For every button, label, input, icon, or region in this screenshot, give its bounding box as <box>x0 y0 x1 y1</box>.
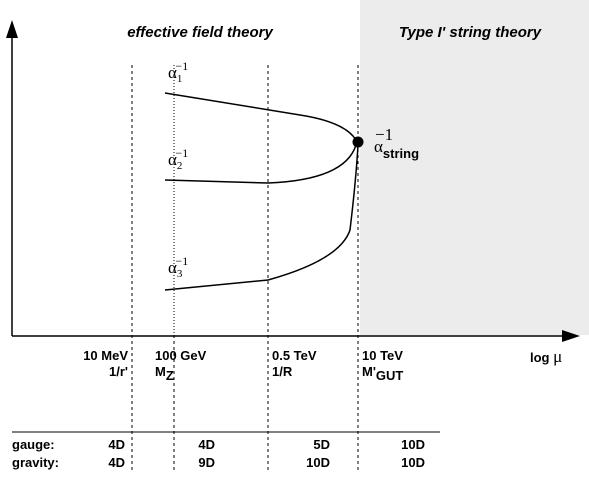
scale-label: 1/r' <box>109 364 128 379</box>
unified-label: αstring−1 <box>374 125 419 161</box>
axes <box>6 20 580 342</box>
table-cell: 5D <box>313 437 330 452</box>
table-cell: 10D <box>306 455 330 470</box>
scale-label: M'GUT <box>362 364 403 383</box>
table-cell: 4D <box>108 455 125 470</box>
coupling-label: α1−1 <box>168 59 188 85</box>
scale-lines <box>131 65 359 472</box>
table: gauge: 4D 4D 5D 10D gravity: 4D 9D 10D 10D <box>12 437 425 470</box>
table-cell: gravity: <box>12 455 59 470</box>
scale-energy: 100 GeV <box>155 348 207 363</box>
scale-label: MZ <box>155 364 174 383</box>
coupling-label: α3−1 <box>168 254 188 280</box>
table-cell: 10D <box>401 455 425 470</box>
axis-label: log μ <box>530 347 562 366</box>
table-cell: 9D <box>198 455 215 470</box>
table-cell: 10D <box>401 437 425 452</box>
curves <box>164 92 364 291</box>
string-region <box>360 0 589 335</box>
table-cell: 4D <box>198 437 215 452</box>
coupling-label: α2−1 <box>168 146 188 172</box>
scale-label: 1/R <box>272 364 293 379</box>
region-title: Type I' string theory <box>399 24 542 41</box>
scale-energy: 0.5 TeV <box>272 348 317 363</box>
scale-energy: 10 TeV <box>362 348 403 363</box>
scale-energy: 10 MeV <box>83 348 128 363</box>
table-cell: gauge: <box>12 437 55 452</box>
region-title: effective field theory <box>127 24 273 41</box>
table-cell: 4D <box>108 437 125 452</box>
